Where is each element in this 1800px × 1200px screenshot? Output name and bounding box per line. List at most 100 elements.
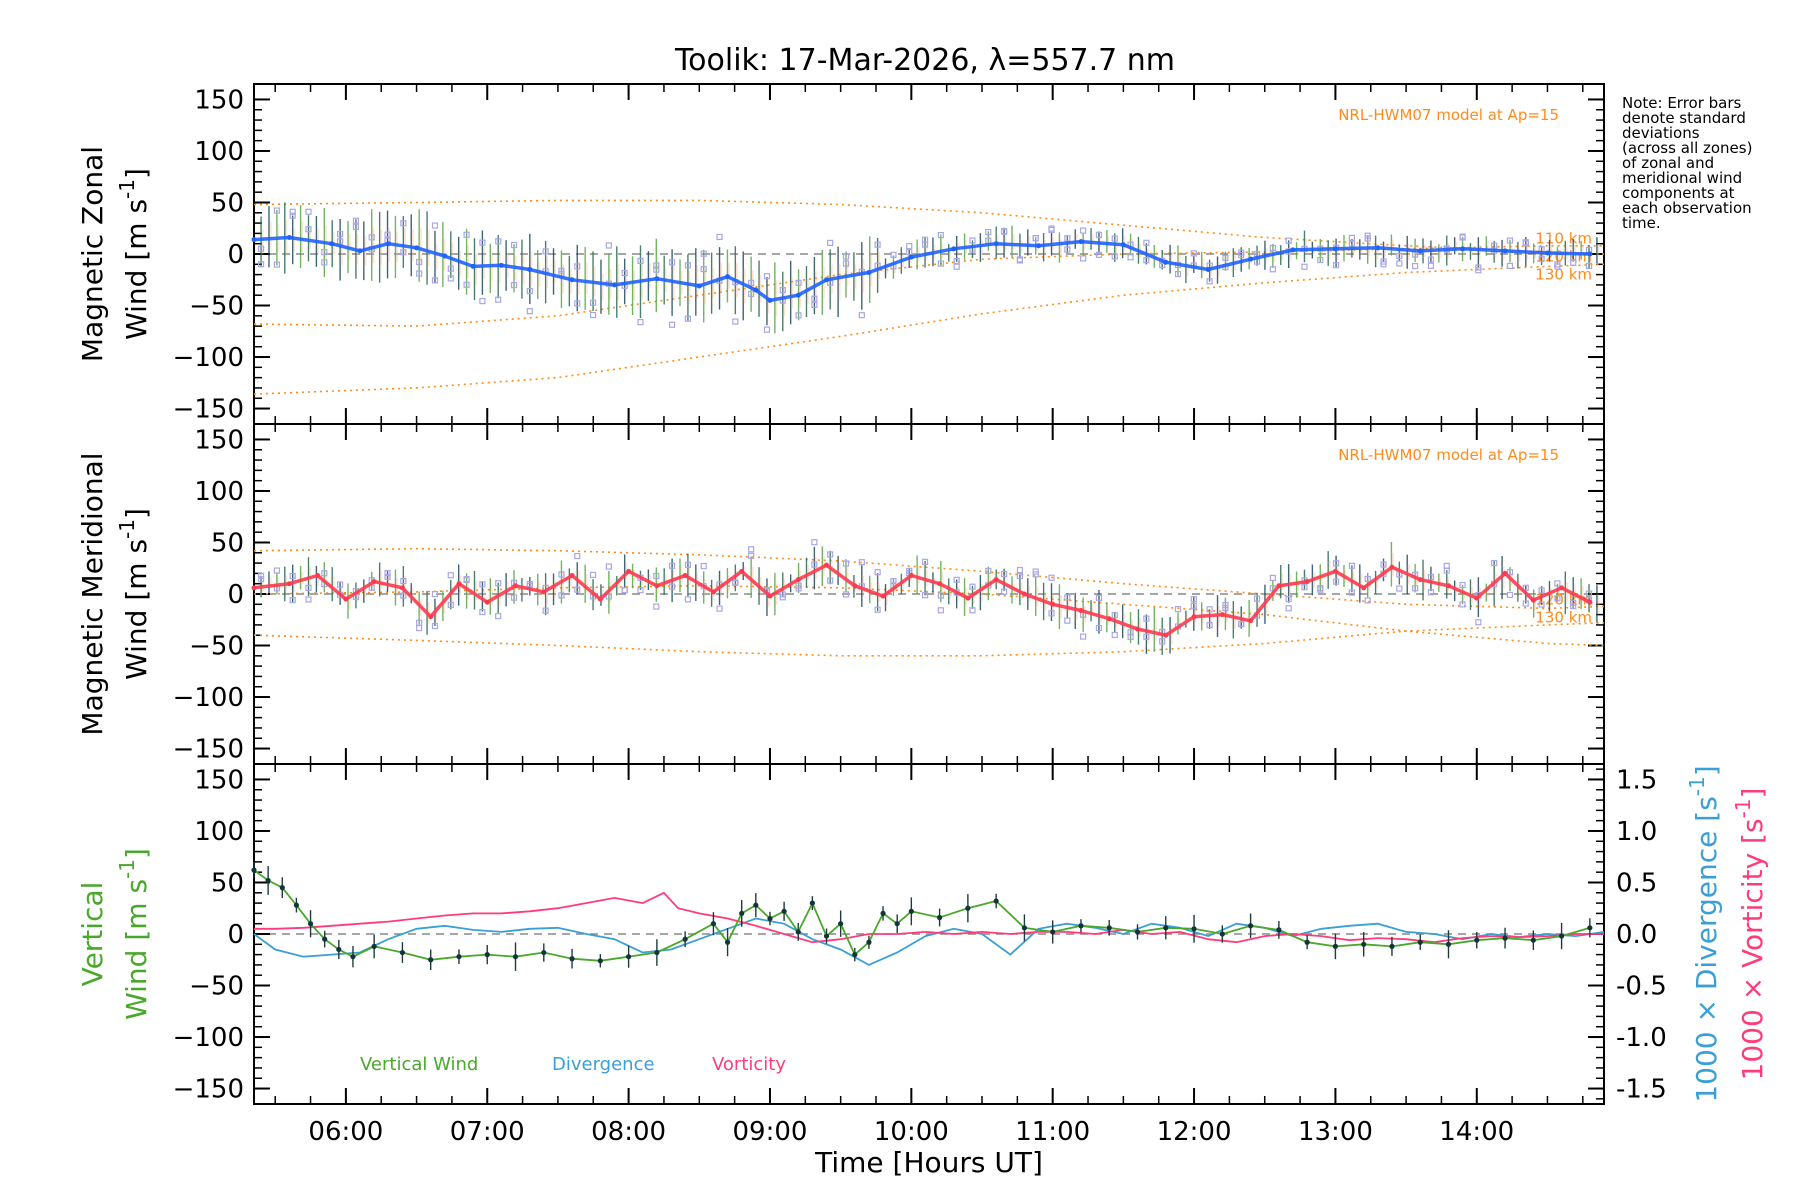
top-mean-point <box>824 277 830 283</box>
vertical-wind-point <box>512 954 519 960</box>
top-ytick-label: −50 <box>189 292 244 322</box>
middle-mean-point <box>1078 607 1084 613</box>
top-zone-point <box>748 290 755 297</box>
middle-zone-point <box>1048 610 1055 617</box>
top-zone-point <box>1064 246 1071 253</box>
vertical-wind-point <box>1558 933 1565 939</box>
top-zone-point <box>637 319 644 326</box>
middle-mean-point <box>1135 626 1141 632</box>
top-zone-point <box>400 249 407 256</box>
middle-zone-point <box>1190 602 1197 610</box>
top-mean-point <box>654 276 660 282</box>
middle-zone-point <box>1522 600 1529 607</box>
middle-zone-point <box>574 552 581 560</box>
bottom-y2tick-label: -1.0 <box>1616 1023 1667 1053</box>
middle-ytick-label: 50 <box>211 528 244 558</box>
note-line: of zonal and <box>1622 154 1714 172</box>
top-zone-point <box>842 253 850 260</box>
bottom-ylabel-line1: Vertical <box>76 882 109 987</box>
middle-zone-point <box>1554 580 1561 587</box>
middle-zone-point <box>637 587 644 594</box>
top-zone-point <box>1238 249 1245 256</box>
xtick-label: 07:00 <box>450 1117 525 1147</box>
top-zone-point <box>416 270 423 277</box>
bottom-ytick-label: −50 <box>189 972 244 1002</box>
vertical-wind-point <box>880 910 886 916</box>
top-zone-point <box>890 251 897 258</box>
top-zone-point <box>1348 240 1355 247</box>
top-zone-point <box>1222 254 1229 261</box>
middle-model-curve_2 <box>253 622 1605 657</box>
top-zone-point <box>637 257 644 264</box>
vertical-wind-point <box>597 958 603 964</box>
middle-zone-point <box>1570 599 1577 606</box>
top-zone-point <box>352 217 360 224</box>
xtick-label: 09:00 <box>732 1117 807 1147</box>
top-zone-point <box>1506 262 1514 270</box>
note-line: time. <box>1622 214 1661 232</box>
middle-zone-point <box>384 573 391 580</box>
top-zone-point <box>874 241 881 248</box>
top-zone-point <box>510 281 518 289</box>
middle-zone-point <box>684 561 692 568</box>
middle-zone-point <box>874 606 881 613</box>
top-mean-point <box>753 287 759 293</box>
top-zone-point <box>1032 235 1039 242</box>
middle-zone-point <box>416 619 423 626</box>
note-line: each observation <box>1622 199 1752 217</box>
top-zone-point <box>1064 235 1071 242</box>
middle-zone-point <box>1522 584 1529 591</box>
middle-zone-point <box>827 577 834 584</box>
top-zone-point <box>321 259 328 266</box>
middle-mean-point <box>824 562 830 568</box>
middle-zone-point <box>921 592 929 599</box>
vertical-wind-point <box>993 898 999 904</box>
top-zone-point <box>1048 225 1055 232</box>
middle-mean-point <box>1050 601 1056 607</box>
middle-zone-point <box>937 592 944 599</box>
middle-zone-point <box>1443 567 1450 574</box>
middle-zone-point <box>1285 605 1292 612</box>
middle-zone-point <box>1206 622 1213 629</box>
middle-mean-point <box>937 581 943 587</box>
middle-zone-point <box>1380 561 1387 568</box>
bottom-y2tick-label: 1.0 <box>1616 817 1657 847</box>
middle-zone-point <box>1301 584 1308 591</box>
middle-ylabel-line2: Wind [m s-1] <box>115 508 153 680</box>
middle-zone-point <box>653 572 660 580</box>
legend-vertical-wind: Vertical Wind <box>360 1054 478 1075</box>
vertical-wind-point <box>1332 943 1339 949</box>
middle-mean-point <box>795 577 801 583</box>
top-zone-point <box>447 265 454 272</box>
vertical-wind-point <box>767 915 773 922</box>
middle-ylabel-close: ] <box>120 508 153 519</box>
middle-zone-point <box>1111 631 1118 639</box>
middle-zone-point <box>1348 562 1355 569</box>
middle-zone-point <box>289 572 296 580</box>
middle-mean-point <box>371 579 377 585</box>
middle-ylabel-line1: Magnetic Meridional <box>76 452 109 735</box>
middle-mean-point <box>315 572 321 578</box>
middle-zone-point <box>732 579 739 586</box>
vertical-wind-point <box>1276 927 1282 933</box>
top-zone-point <box>337 230 344 238</box>
vertical-wind-point <box>371 943 377 949</box>
middle-zone-point <box>431 591 439 598</box>
top-zone-point <box>1459 233 1466 240</box>
xtick-label: 10:00 <box>874 1117 949 1147</box>
middle-zone-point <box>1095 594 1103 601</box>
top-ylabel-unit: Wind [m s <box>120 199 153 340</box>
top-zone-point <box>1143 257 1150 264</box>
top-zone-point <box>1016 257 1024 264</box>
middle-zone-point <box>1506 569 1514 576</box>
middle-zone-point <box>969 607 976 614</box>
middle-zone-point <box>257 572 265 579</box>
middle-zone-point <box>684 596 692 603</box>
top-zone-point <box>1396 252 1403 260</box>
middle-zone-point <box>479 581 486 588</box>
top-mean-point <box>1587 251 1593 257</box>
top-model-altitude: 110 km <box>1535 230 1592 248</box>
vertical-wind-point <box>1502 935 1508 941</box>
middle-zone-point <box>510 594 518 601</box>
